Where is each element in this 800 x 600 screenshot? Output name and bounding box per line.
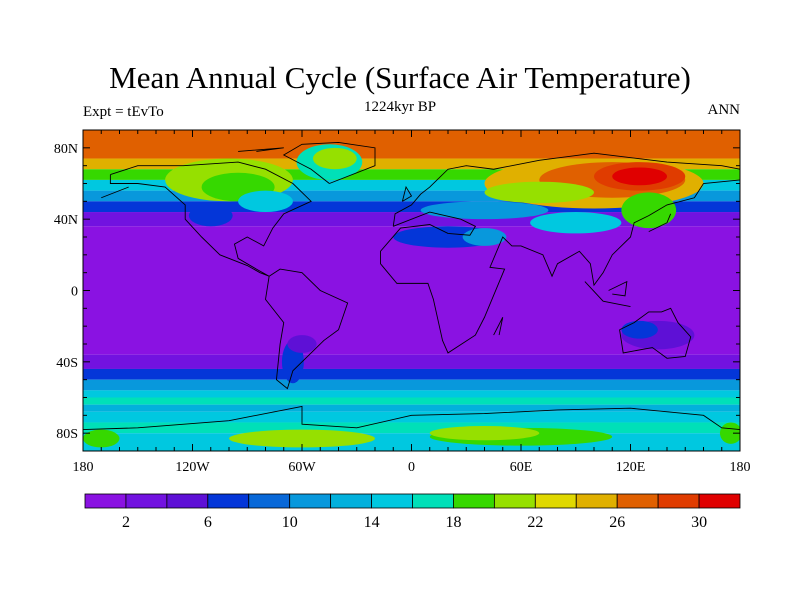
y-tick-label: 40N [54, 213, 78, 228]
x-tick-label: 180 [730, 460, 751, 475]
colorbar-label: 10 [282, 514, 298, 531]
temperature-band [83, 169, 740, 180]
temperature-band [83, 390, 740, 398]
coastline [380, 179, 740, 354]
coastline [648, 213, 672, 233]
coastline [238, 147, 284, 152]
temperature-band [83, 422, 740, 434]
season-label: ANN [707, 102, 741, 118]
temperature-band [83, 158, 740, 170]
y-tick-label: 40S [56, 356, 78, 371]
temperature-blob [612, 167, 667, 186]
experiment-label: Expt = tEvTo [83, 104, 164, 120]
temperature-blob [287, 335, 317, 353]
colorbar-box [616, 493, 659, 509]
colorbar-label: 30 [691, 514, 707, 531]
plot-title: Mean Annual Cycle (Surface Air Temperatu… [109, 60, 691, 95]
x-tick-label: 0 [408, 460, 415, 475]
temperature-blob [462, 228, 507, 246]
temperature-band [83, 404, 740, 412]
temperature-field [83, 130, 740, 451]
time-label: 1224kyr BP [363, 99, 437, 115]
coastline [101, 186, 129, 199]
colorbar-box [575, 493, 618, 509]
colorbar-box [698, 493, 741, 509]
colorbar-box [657, 493, 700, 509]
colorbar-label: 14 [364, 514, 380, 531]
colorbar-box [125, 493, 168, 509]
temperature-blob [229, 429, 375, 448]
temperature-blob [484, 181, 594, 204]
x-tick-label: 120W [175, 460, 210, 475]
colorbar-box [534, 493, 577, 509]
colorbar-box [248, 493, 291, 509]
temperature-blob [238, 190, 293, 213]
colorbar-box [289, 493, 332, 509]
temperature-band [83, 397, 740, 405]
y-tick-label: 0 [71, 285, 78, 300]
coastline [392, 152, 740, 227]
temperature-band [83, 179, 740, 191]
temperature-blob [621, 192, 677, 229]
colorbar-box [166, 493, 209, 509]
temperature-band [83, 368, 740, 380]
temperature-band [83, 201, 740, 213]
temperature-band [83, 354, 740, 369]
x-tick-label: 60E [510, 460, 533, 475]
coastline [584, 281, 631, 307]
colorbar-label: 26 [609, 514, 625, 531]
temperature-blob [420, 201, 549, 220]
coastline [109, 161, 312, 277]
colorbar-box [207, 493, 250, 509]
colorbar-box [84, 493, 127, 509]
colorbar-label: 22 [527, 514, 543, 531]
x-tick-label: 60W [288, 460, 316, 475]
colorbar-box [453, 493, 495, 509]
x-tick-label: 180 [73, 460, 94, 475]
temperature-blob [621, 320, 658, 339]
coastline [401, 185, 413, 202]
colorbar-box [371, 493, 413, 509]
coastline [608, 280, 628, 297]
colorbar-label: 6 [204, 514, 212, 531]
colorbar-box [330, 493, 372, 509]
temperature-band [83, 379, 740, 391]
coastline [265, 268, 349, 390]
colorbar-box [412, 493, 454, 509]
coastline [619, 307, 692, 359]
y-tick-label: 80S [56, 427, 78, 442]
colorbar-label: 2 [122, 514, 130, 531]
coastline [83, 405, 740, 431]
temperature-blob [530, 212, 622, 234]
y-tick-label: 80N [54, 142, 78, 157]
colorbar-label: 18 [445, 514, 461, 531]
temperature-blob [188, 204, 233, 227]
x-tick-label: 120E [616, 460, 646, 475]
temperature-blob [429, 426, 540, 441]
colorbar-box [493, 493, 536, 509]
temperature-blob [312, 147, 357, 170]
coastline [282, 142, 376, 184]
coastline [493, 317, 504, 336]
temperature-band [83, 411, 740, 423]
temperature-blob [83, 429, 120, 448]
